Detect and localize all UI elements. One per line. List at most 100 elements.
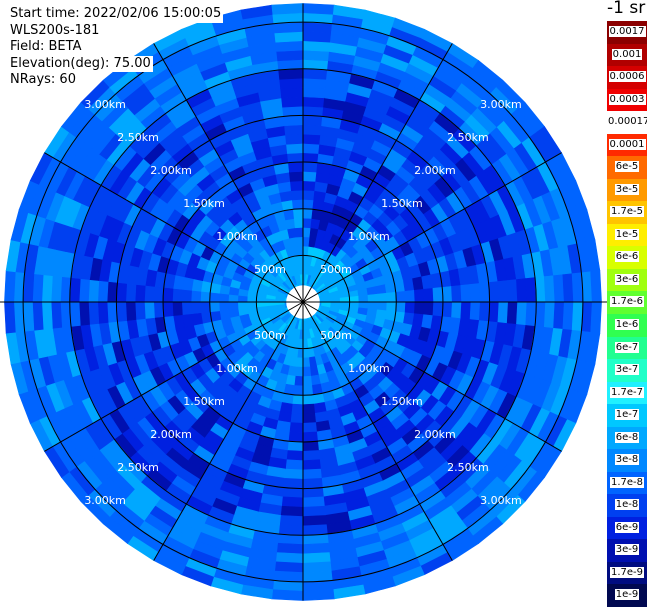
- ppi-cell: [283, 115, 304, 127]
- ppi-cell: [274, 561, 304, 573]
- colorbar-tick-label: 6e-9: [614, 521, 640, 533]
- ppi-cell: [134, 284, 146, 303]
- ppi-cell: [302, 542, 330, 555]
- ppi-cell: [271, 3, 304, 15]
- range-ring-label: 500m: [320, 329, 352, 342]
- ppi-cell: [302, 348, 310, 359]
- ppi-cell: [395, 290, 406, 303]
- range-ring-label: 1.00km: [216, 362, 258, 375]
- ppi-cell: [302, 357, 311, 368]
- ppi-cell: [302, 561, 332, 573]
- ppi-cell: [4, 270, 16, 303]
- ppi-cell: [469, 301, 481, 321]
- ppi-cell: [441, 286, 453, 303]
- ppi-cell: [302, 180, 317, 191]
- ppi-cell: [302, 49, 330, 62]
- ppi-cell: [190, 301, 202, 315]
- ppi-cell: [423, 288, 434, 303]
- ppi-cell: [256, 301, 267, 308]
- ppi-cell: [172, 288, 183, 303]
- ppi-cell: [302, 96, 325, 108]
- ppi-cell: [295, 236, 304, 247]
- colorbar-tick-label: 3e-9: [614, 544, 640, 556]
- ppi-cell: [302, 468, 322, 480]
- colorbar-tick-label: 0.001: [611, 48, 643, 60]
- ppi-cell: [302, 152, 319, 164]
- ppi-cell: [367, 293, 378, 303]
- ppi-cell: [297, 255, 304, 266]
- colorbar-swatch: 6e-7: [607, 336, 647, 360]
- colorbar-tick-label: 1e-9: [614, 589, 640, 601]
- ppi-cell: [358, 294, 369, 303]
- colorbar-swatch: 0.001: [607, 43, 647, 67]
- ppi-cell: [506, 301, 518, 325]
- ppi-cell: [200, 290, 211, 303]
- ppi-cell: [414, 288, 425, 303]
- ppi-cell: [553, 274, 565, 303]
- ppi-cell: [488, 281, 500, 303]
- ppi-cell: [276, 542, 304, 555]
- ppi-cell: [349, 295, 360, 303]
- colorbar-tick-label: 3e-8: [614, 454, 640, 466]
- ppi-cell: [116, 282, 128, 303]
- ppi-cell: [4, 301, 16, 334]
- start-time-label: Start time: 2022/02/06 15:00:05: [10, 6, 224, 23]
- ppi-cell: [78, 278, 90, 303]
- ppi-cell: [302, 403, 316, 415]
- ppi-cell: [451, 285, 462, 303]
- ppi-cell: [181, 288, 192, 303]
- ppi-cell: [50, 275, 63, 303]
- ppi-cell: [228, 308, 240, 318]
- colorbar-swatch: 3e-9: [607, 539, 647, 562]
- ppi-cell: [280, 505, 304, 517]
- ppi-cell: [285, 133, 304, 145]
- nrays-label: NRays: 60: [10, 72, 78, 89]
- azimuth-spoke: [302, 43, 453, 303]
- field-label: Field: BETA: [10, 39, 84, 56]
- ppi-cell: [302, 385, 314, 396]
- range-ring-label: 3.00km: [84, 98, 126, 111]
- colorbar-swatch: 0.00017: [607, 111, 647, 134]
- ppi-cell: [200, 301, 211, 314]
- ppi-cell: [562, 301, 574, 331]
- ppi-cell: [302, 217, 313, 229]
- ppi-cell: [302, 552, 331, 564]
- ppi-cell: [274, 31, 304, 43]
- range-ring-label: 2.50km: [447, 461, 489, 474]
- ppi-cell: [289, 171, 304, 182]
- colorbar-tick-label: 0.0001: [608, 138, 646, 150]
- ppi-cell: [339, 296, 350, 303]
- range-ring-label: 1.50km: [381, 395, 423, 408]
- colorbar-swatch: 1e-8: [607, 494, 647, 517]
- ppi-cell: [302, 338, 309, 349]
- colorbar-tick-label: 0.00017: [607, 116, 647, 128]
- ppi-cell: [302, 21, 333, 34]
- colorbar-swatch: 3e-6: [607, 268, 647, 292]
- ppi-cell: [375, 284, 387, 295]
- colorbar-swatch: 3e-8: [607, 449, 647, 472]
- ppi-cell: [302, 40, 331, 52]
- ppi-cell: [302, 431, 318, 443]
- colorbar-swatch: 6e-5: [607, 156, 647, 179]
- ppi-cell: [97, 301, 109, 324]
- ppi-cell: [302, 3, 335, 15]
- ppi-cell: [292, 208, 304, 219]
- colorbar-tick-label: 3e-7: [614, 364, 640, 376]
- colorbar-tick-label: 6e-7: [614, 341, 640, 353]
- ppi-cell: [525, 277, 537, 303]
- ppi-cell: [153, 301, 165, 318]
- colorbar-swatch: 1.7e-5: [607, 201, 647, 224]
- elevation-label: Elevation(deg): 75.00: [10, 55, 153, 72]
- ppi-cell: [290, 189, 304, 201]
- ppi-cell: [287, 152, 304, 164]
- ppi-cell: [376, 292, 388, 303]
- ppi-cell: [423, 301, 434, 316]
- range-ring-label: 2.00km: [150, 428, 192, 441]
- colorbar-tick-label: 1e-8: [614, 499, 640, 511]
- colorbar-swatch: 0.0017: [607, 21, 647, 44]
- ppi-cell: [309, 365, 319, 377]
- ppi-cell: [553, 301, 565, 330]
- ppi-cell: [432, 301, 444, 317]
- ppi-cell: [281, 496, 304, 508]
